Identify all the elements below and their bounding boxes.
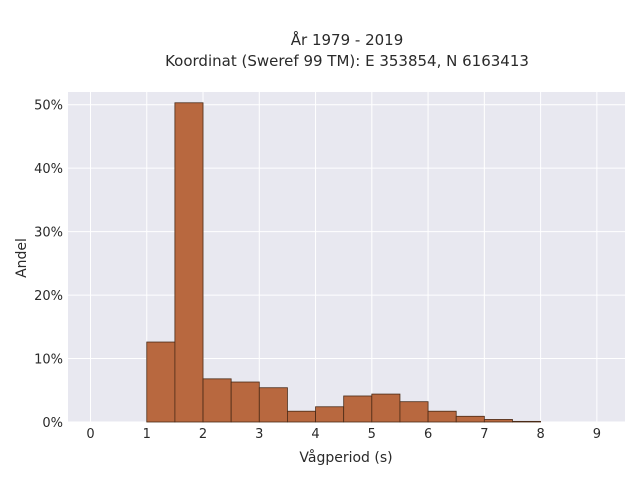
y-axis-ticks: 0% 10% 20% 30% 40% 50%: [34, 99, 63, 431]
x-tick-label: 1: [143, 427, 151, 442]
histogram-bar: [174, 102, 204, 423]
x-tick-label: 2: [199, 427, 207, 442]
histogram-bar: [512, 420, 542, 423]
x-tick-label: 7: [480, 427, 488, 442]
histogram-bar: [146, 341, 176, 423]
histogram-bar: [427, 410, 457, 423]
y-tick-label: 50%: [34, 99, 63, 114]
y-axis-label: Andel: [14, 238, 30, 278]
x-tick-label: 4: [311, 427, 319, 442]
x-tick-label: 8: [536, 427, 544, 442]
x-axis-label: Vågperiod (s): [299, 449, 392, 466]
histogram-bar: [399, 401, 429, 423]
histogram-bars: [146, 102, 542, 423]
y-tick-label: 40%: [34, 162, 63, 177]
histogram-bar: [230, 381, 260, 423]
histogram-bar: [202, 378, 232, 423]
histogram-bar: [258, 387, 288, 423]
x-tick-label: 5: [368, 427, 376, 442]
histogram-bar: [455, 415, 485, 423]
y-tick-label: 20%: [34, 289, 63, 304]
y-tick-label: 10%: [34, 353, 63, 368]
x-axis-ticks: 0 1 2 3 4 5 6 7 8 9: [86, 427, 601, 442]
chart-subtitle: Koordinat (Sweref 99 TM): E 353854, N 61…: [165, 52, 529, 70]
chart-title: År 1979 - 2019: [291, 30, 404, 49]
x-tick-label: 9: [593, 427, 601, 442]
histogram-bar: [371, 393, 401, 423]
histogram-bar: [315, 406, 345, 423]
y-tick-label: 30%: [34, 226, 63, 241]
histogram-bar: [287, 410, 316, 423]
x-tick-label: 3: [255, 427, 263, 442]
x-tick-label: 0: [86, 427, 94, 442]
histogram-bar: [483, 419, 513, 423]
x-tick-label: 6: [424, 427, 432, 442]
histogram-bar: [343, 395, 373, 423]
y-tick-label: 0%: [42, 416, 63, 431]
